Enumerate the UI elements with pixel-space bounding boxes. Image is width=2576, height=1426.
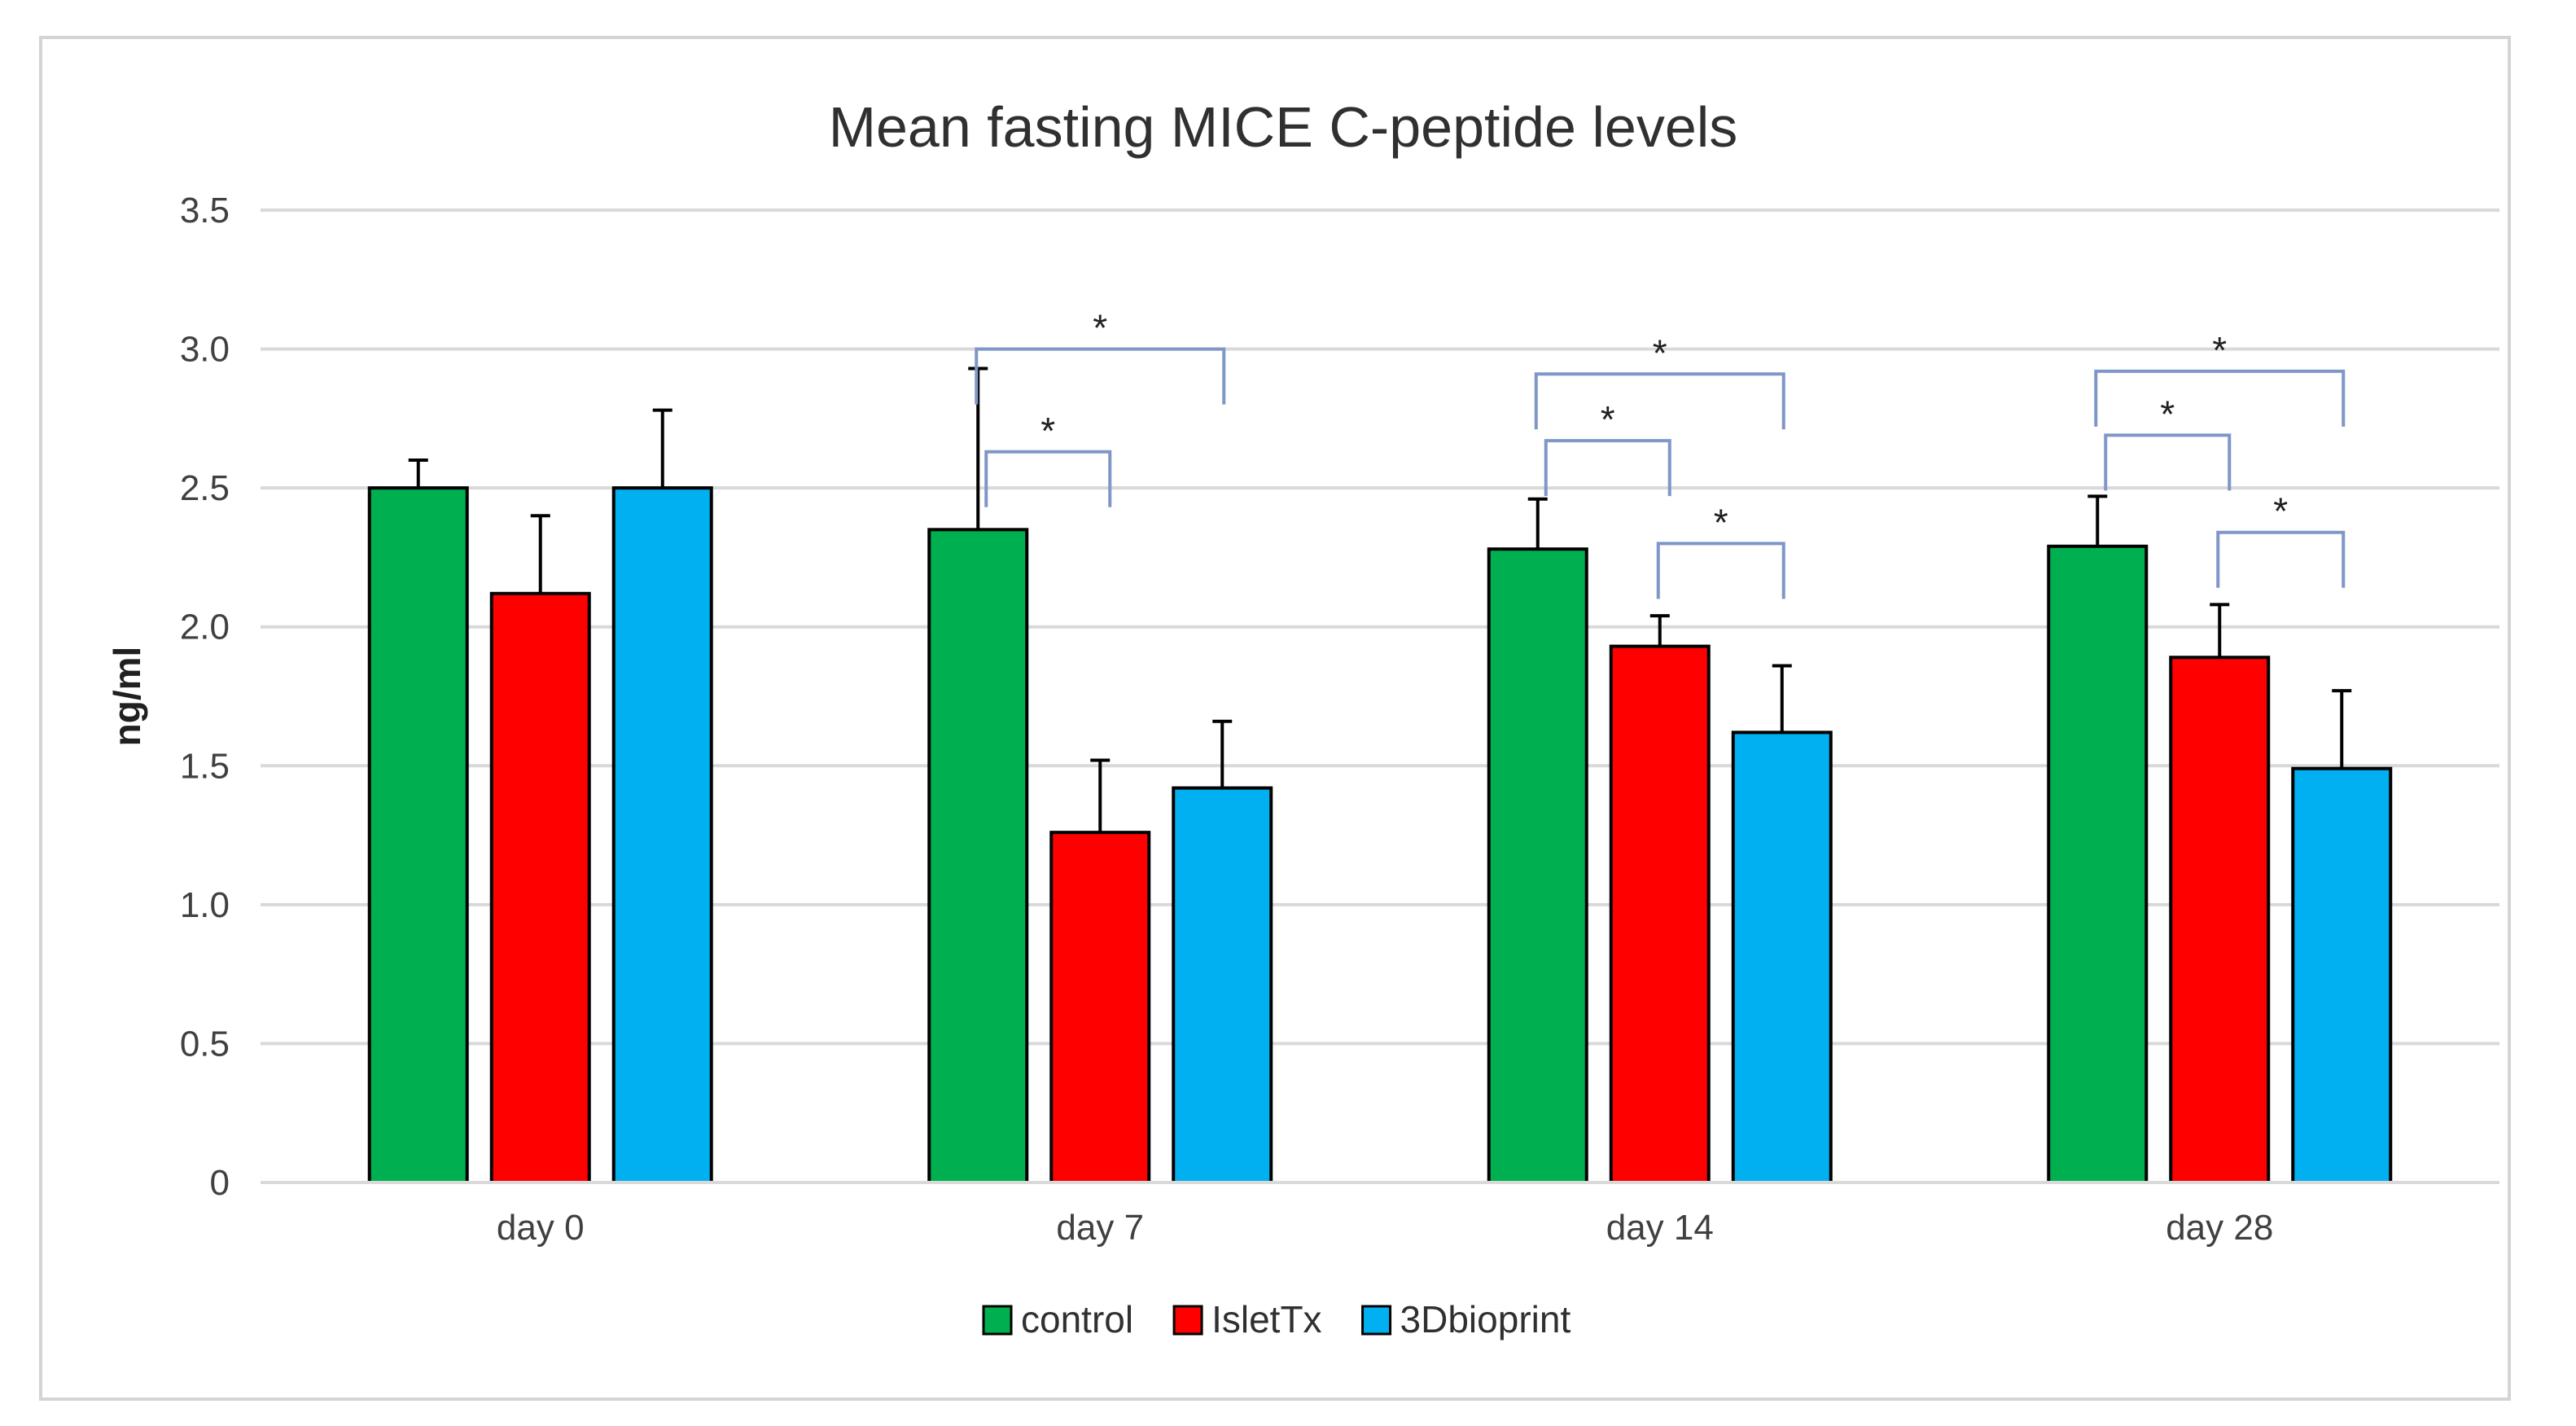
y-tick-label: 3.5: [180, 191, 230, 230]
bar-control-day-0: [367, 486, 469, 1184]
significance-star: *: [2160, 393, 2175, 435]
bar-3Dbioprint-day-7: [1172, 786, 1273, 1184]
x-tick-label: day 14: [1606, 1208, 1714, 1248]
y-tick-label: 2.0: [180, 608, 230, 647]
significance-star: *: [1040, 410, 1055, 452]
y-tick-label: 3.0: [180, 330, 230, 370]
bar-IsletTx-day-14: [1609, 644, 1711, 1184]
y-axis-label: ng/ml: [106, 647, 148, 747]
bar-control-day-14: [1487, 547, 1588, 1184]
significance-bracket: [2104, 433, 2232, 491]
significance-bracket: [975, 347, 1226, 405]
bar-IsletTx-day-7: [1049, 831, 1151, 1184]
legend-label-3Dbioprint: 3Dbioprint: [1400, 1298, 1571, 1340]
y-tick-label: 2.5: [180, 468, 230, 508]
bar-3Dbioprint-day-28: [2291, 766, 2393, 1184]
significance-star: *: [1653, 331, 1667, 374]
y-tick-label: 0.5: [180, 1024, 230, 1064]
legend-label-control: control: [1021, 1298, 1133, 1340]
significance-star: *: [2212, 329, 2227, 371]
legend-label-IsletTx: IsletTx: [1211, 1298, 1321, 1340]
y-tick-label: 1.5: [180, 746, 230, 786]
bar-control-day-28: [2047, 544, 2149, 1184]
significance-star: *: [1714, 501, 1728, 543]
x-tick-label: day 28: [2166, 1208, 2273, 1248]
bar-IsletTx-day-0: [489, 591, 591, 1184]
y-tick-label: 1.0: [180, 885, 230, 925]
x-tick-label: day 0: [497, 1208, 585, 1248]
significance-bracket: [1544, 439, 1671, 497]
bar-3Dbioprint-day-14: [1731, 731, 1833, 1184]
bar-3Dbioprint-day-0: [611, 486, 713, 1184]
y-tick-label: 0: [210, 1163, 230, 1203]
significance-bracket: [1534, 372, 1785, 430]
significance-bracket: [984, 450, 1112, 507]
chart-svg: Mean fasting MICE C-peptide levels 0 0.5 1.…: [106, 95, 2499, 1340]
significance-bracket: [2216, 530, 2346, 588]
significance-star: *: [1601, 398, 1615, 441]
bar-IsletTx-day-28: [2169, 656, 2271, 1184]
legend-swatch-IsletTx: [1172, 1305, 1203, 1336]
significance-bracket: [1656, 542, 1785, 599]
significance-bracket: [2094, 369, 2346, 427]
significance-star: *: [2273, 490, 2288, 533]
x-tick-label: day 7: [1056, 1208, 1144, 1248]
legend-swatch-control: [982, 1305, 1013, 1336]
chart-title: Mean fasting MICE C-peptide levels: [829, 95, 1738, 159]
bar-control-day-7: [927, 528, 1029, 1184]
legend-swatch-3Dbioprint: [1361, 1305, 1392, 1336]
chart-frame: Mean fasting MICE C-peptide levels 0 0.5 1.…: [39, 36, 2511, 1401]
significance-star: *: [1093, 307, 1107, 349]
